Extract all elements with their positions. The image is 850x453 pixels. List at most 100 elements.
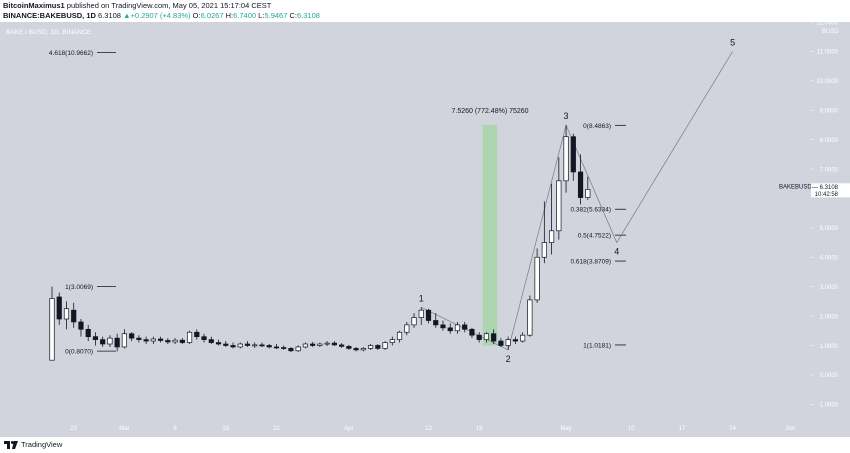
candle-body-14: [150, 338, 156, 342]
candle-body-67: [534, 256, 540, 301]
tradingview-logo[interactable]: TradingView: [4, 440, 62, 449]
x-tick-label-12: Jun: [786, 426, 796, 432]
candle-body-7: [100, 339, 106, 345]
candle-body-73: [577, 171, 584, 198]
y-tick-label-3: 9.0000: [820, 109, 839, 115]
y-tick-label-11: 0.0000: [820, 373, 839, 379]
y-tick-label-10: 1.0000: [820, 344, 839, 350]
candle-body-24: [223, 343, 229, 346]
chart-area[interactable]: BAKE / BUSD, 1D, BINANCE BUSD 7.5260 (77…: [0, 20, 850, 437]
candle-body-17: [172, 339, 178, 343]
candle-body-9: [114, 337, 120, 348]
ohlc-open: O:6.0267: [192, 11, 224, 20]
candle-body-36: [310, 343, 316, 346]
candle-body-15: [158, 338, 164, 341]
candle-body-69: [548, 230, 555, 243]
candle-body-31: [273, 346, 280, 349]
candle-body-18: [179, 339, 185, 343]
candle-body-72: [570, 136, 576, 173]
candle-body-35: [302, 343, 309, 348]
published-text: published on TradingView.com, May 05, 20…: [66, 1, 272, 10]
candle-body-74: [585, 188, 591, 198]
x-tick-label-5: Apr: [344, 426, 353, 432]
candle-body-12: [136, 337, 142, 340]
wave-label-5: 5: [730, 37, 735, 47]
candle-body-63: [505, 339, 511, 346]
candle-body-51: [418, 309, 424, 318]
candle-body-40: [339, 344, 345, 347]
symbol-name: BINANCE:BAKEBUSD, 1D: [3, 11, 96, 20]
fib-label-left-1: 1(3.0069): [65, 284, 93, 291]
candle-body-32: [281, 347, 287, 349]
candle-body-61: [491, 333, 497, 342]
candle-body-54: [440, 324, 446, 329]
publisher-line: BitcoinMaximus1 published on TradingView…: [3, 1, 271, 10]
candlestick-chart[interactable]: BAKE / BUSD, 1D, BINANCE BUSD 7.5260 (77…: [0, 20, 850, 437]
candle-body-29: [259, 344, 265, 347]
pair-label: BAKE / BUSD, 1D, BINANCE: [6, 29, 92, 36]
candle-body-42: [353, 348, 359, 351]
candle-body-27: [244, 343, 251, 346]
last-price-symbol: BAKEBUSD: [779, 184, 812, 190]
last-price-value: — 6.3108: [812, 185, 839, 191]
last-price-box: [811, 183, 850, 198]
fib-levels: 4.618(10.9662) 1(3.0069) 0(0.8070) 0(8.4863…: [49, 50, 626, 356]
x-tick-label-2: 8: [173, 426, 177, 432]
x-tick-label-7: 19: [476, 426, 483, 432]
x-tick-label-9: 10: [628, 426, 635, 432]
candle-body-23: [215, 342, 222, 345]
candle-body-13: [143, 339, 149, 342]
candle-body-55: [447, 327, 453, 332]
candles: [49, 125, 591, 361]
candle-body-62: [498, 340, 504, 346]
candle-body-33: [288, 348, 294, 352]
x-tick-label-4: 22: [273, 426, 280, 432]
candle-body-0: [49, 298, 55, 361]
ohlc-low: L:5.9467: [258, 11, 288, 20]
candle-body-44: [367, 345, 374, 349]
candle-body-47: [389, 339, 395, 343]
x-tick-label-11: 24: [729, 426, 736, 432]
candle-body-20: [194, 331, 200, 338]
candle-body-25: [230, 345, 236, 348]
candle-body-3: [71, 309, 77, 323]
x-tick-label-10: 17: [679, 426, 686, 432]
candle-body-6: [92, 336, 99, 340]
candle-body-45: [375, 345, 381, 349]
candle-body-68: [541, 242, 547, 258]
price-axis-unit: BUSD: [822, 29, 839, 35]
x-tick-label-0: 22: [70, 426, 77, 432]
candle-body-37: [317, 343, 323, 346]
x-tick-label-8: May: [560, 426, 571, 432]
candle-body-8: [107, 337, 113, 345]
candle-body-16: [165, 340, 171, 343]
time-axis-background: [0, 419, 810, 437]
candle-body-65: [520, 334, 526, 342]
y-tick-label-9: 2.0000: [820, 314, 839, 320]
wave-label-1: 1: [419, 293, 424, 303]
candle-body-21: [201, 336, 207, 340]
candle-body-26: [237, 343, 243, 348]
footer: TradingView: [0, 437, 850, 453]
candle-body-64: [512, 339, 518, 342]
y-tick-label-1: 11.0000: [817, 50, 839, 56]
candle-body-52: [425, 309, 432, 321]
fib-label-right-5: 0.5(4.7522): [578, 233, 611, 240]
measure-zone: 7.5260 (772.48%) 75260: [452, 108, 529, 346]
candle-body-48: [396, 331, 403, 340]
fib-label-left-0: 4.618(10.9662): [49, 50, 93, 57]
last-price-countdown: 10:42:58: [815, 192, 839, 198]
plot-background: [0, 22, 810, 419]
x-tick-label-6: 12: [425, 426, 432, 432]
measure-rect: [482, 124, 498, 346]
y-tick-label-7: 4.0000: [820, 256, 839, 262]
candle-body-19: [186, 331, 193, 343]
wave-label-4: 4: [614, 247, 619, 257]
candle-body-41: [346, 346, 352, 349]
measure-label: 7.5260 (772.48%) 75260: [452, 108, 529, 115]
candle-body-58: [469, 328, 475, 336]
y-tick-label-12: -1.0000: [818, 403, 839, 409]
candle-body-60: [483, 333, 490, 340]
candle-body-1: [56, 296, 62, 320]
